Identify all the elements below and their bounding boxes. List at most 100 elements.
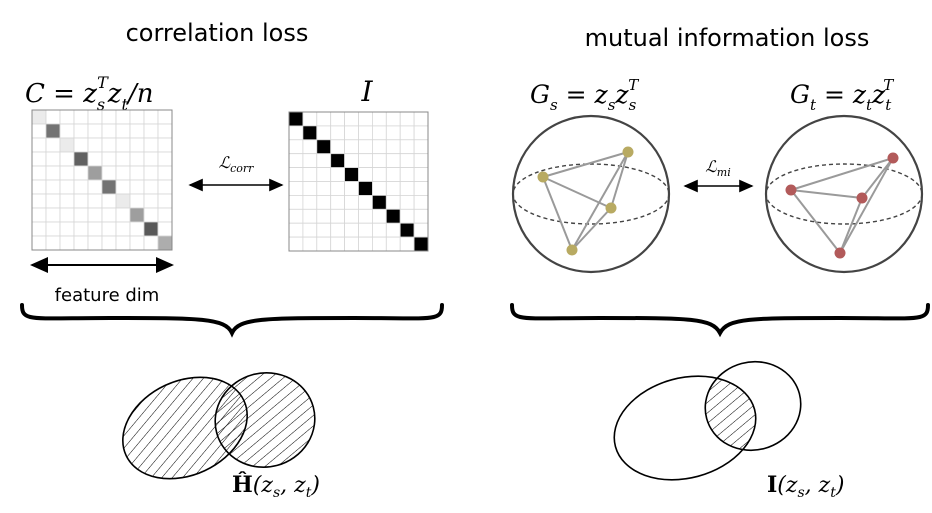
matrix-c-cell: [143, 151, 159, 167]
matrix-c-cell: [143, 123, 159, 139]
matrix-c-cell: [143, 109, 159, 125]
matrix-c-cell: [143, 207, 159, 223]
matrix-c-cell: [129, 109, 145, 125]
matrix-identity-cell: [358, 222, 373, 238]
matrix-c-cell: [45, 193, 61, 209]
matrix-identity-cell: [413, 153, 429, 168]
matrix-identity-cell: [330, 208, 346, 224]
matrix-c-cell: [143, 179, 159, 195]
matrix-c-cell: [129, 165, 145, 181]
matrix-c-cell: [73, 207, 89, 223]
matrix-identity-cell: [330, 167, 346, 182]
matrix-identity-cell: [358, 153, 373, 168]
matrix-c-cell: [143, 235, 159, 251]
source-graph-edge: [571, 151, 629, 251]
matrix-identity-cell: [385, 208, 401, 224]
matrix-c-cell: [101, 207, 117, 223]
matrix-identity-cell: [316, 181, 332, 196]
matrix-identity-cell: [316, 208, 332, 224]
matrix-identity-cell: [344, 236, 359, 252]
matrix-identity-cell: [330, 181, 346, 196]
matrix-c-cell: [87, 221, 103, 237]
matrix-c-cell: [45, 221, 61, 237]
matrix-c-cell: [87, 151, 103, 167]
source-graph-node: [566, 244, 578, 256]
matrix-identity-cell: [371, 125, 387, 141]
matrix-identity-cell: [399, 167, 415, 182]
matrix-c-cell: [101, 221, 117, 237]
matrix-identity-cell: [288, 153, 304, 168]
venn-left-set: [122, 377, 248, 479]
matrix-c-cell: [115, 235, 131, 251]
matrix-identity-cell: [358, 111, 373, 127]
matrix-identity-cell: [302, 208, 318, 224]
matrix-c-cell: [59, 165, 75, 181]
matrix-c-cell: [59, 235, 75, 251]
matrix-identity: [288, 111, 429, 252]
matrix-identity-cell: [413, 236, 429, 252]
matrix-c-cell: [101, 165, 117, 181]
matrix-c-cell: [31, 235, 47, 251]
matrix-c-cell: [87, 179, 103, 195]
target-graph-edge: [790, 157, 894, 191]
matrix-identity-cell: [288, 208, 304, 224]
matrix-identity-cell: [316, 153, 332, 168]
mutual-info-label: I(zs, zt): [767, 472, 844, 501]
matrix-c-cell: [115, 151, 131, 167]
target-graph-edge: [839, 157, 894, 254]
matrix-identity-cell: [358, 236, 373, 252]
matrix-c-cell: [129, 123, 145, 139]
matrix-c-cell: [31, 221, 47, 237]
target-graph-node: [856, 192, 868, 204]
target-graph-node: [834, 247, 846, 259]
source-graph-node: [605, 202, 617, 214]
matrix-identity-cell: [302, 139, 318, 155]
matrix-identity-cell: [330, 153, 346, 168]
matrix-c-cell: [115, 109, 131, 125]
matrix-identity-cell: [288, 167, 304, 182]
matrix-c-cell: [143, 137, 159, 153]
matrix-identity-cell: [288, 222, 304, 238]
source-graph-edge: [542, 176, 573, 251]
matrix-c-cell: [101, 123, 117, 139]
matrix-identity-cell: [316, 236, 332, 252]
mi-loss-label: ℒmi: [705, 157, 730, 179]
right-curly-brace: [510, 303, 930, 338]
matrix-identity-cell: [399, 111, 415, 127]
matrix-identity-cell: [344, 167, 359, 182]
matrix-c-cell: [101, 151, 117, 167]
joint-entropy-label: Ĥ(zs, zt): [232, 471, 320, 501]
source-graph-edge: [542, 151, 629, 178]
matrix-identity-cell: [302, 236, 318, 252]
matrix-c-cell: [59, 193, 75, 209]
matrix-c-cell: [143, 165, 159, 181]
matrix-identity-cell: [371, 111, 387, 127]
matrix-identity-cell: [316, 139, 332, 155]
matrix-identity-cell: [288, 139, 304, 155]
matrix-c-cell: [45, 123, 61, 139]
matrix-c-cell: [87, 165, 103, 181]
matrix-identity-cell: [330, 125, 346, 141]
target-sphere: [764, 114, 924, 274]
matrix-identity-cell: [385, 125, 401, 141]
matrix-c-cell: [129, 137, 145, 153]
source-graph: [537, 146, 634, 256]
target-graph: [785, 152, 899, 259]
matrix-c-cell: [59, 207, 75, 223]
matrix-c-cell: [59, 151, 75, 167]
matrix-identity-cell: [358, 194, 373, 210]
matrix-c-cell: [45, 179, 61, 195]
matrix-identity-cell: [371, 208, 387, 224]
matrix-identity-cell: [358, 125, 373, 141]
matrix-identity-cell: [358, 139, 373, 155]
matrix-c-cell: [157, 221, 173, 237]
matrix-identity-cell: [399, 181, 415, 196]
matrix-c-cell: [115, 193, 131, 209]
matrix-identity-cell: [344, 139, 359, 155]
matrix-identity-cell: [371, 236, 387, 252]
matrix-i-label: I: [360, 75, 373, 108]
matrix-identity-cell: [288, 125, 304, 141]
matrix-identity-cell: [302, 181, 318, 196]
matrix-identity-cell: [371, 222, 387, 238]
matrix-c-cell: [87, 235, 103, 251]
